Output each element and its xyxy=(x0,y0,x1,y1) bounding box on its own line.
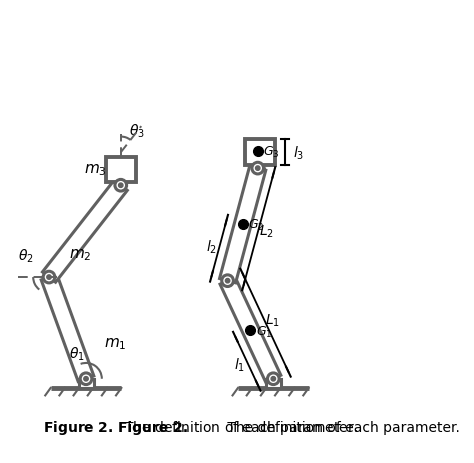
Polygon shape xyxy=(220,277,281,382)
Text: $G_2$: $G_2$ xyxy=(248,217,265,232)
Text: Figure 2.: Figure 2. xyxy=(118,420,188,434)
Polygon shape xyxy=(41,275,94,382)
Circle shape xyxy=(255,167,260,171)
Text: $m_3$: $m_3$ xyxy=(83,162,106,178)
Text: $l_3$: $l_3$ xyxy=(293,144,304,162)
Circle shape xyxy=(252,163,264,175)
Circle shape xyxy=(222,275,233,287)
Circle shape xyxy=(43,272,55,283)
Circle shape xyxy=(267,373,279,385)
Polygon shape xyxy=(115,183,126,186)
Bar xyxy=(245,140,275,166)
Circle shape xyxy=(84,377,88,381)
Circle shape xyxy=(80,373,92,385)
Text: $\theta_1$: $\theta_1$ xyxy=(69,344,85,362)
Text: $m_1$: $m_1$ xyxy=(104,336,127,351)
Bar xyxy=(79,379,93,388)
Circle shape xyxy=(115,180,127,192)
Circle shape xyxy=(271,377,275,381)
Circle shape xyxy=(225,279,230,283)
Text: $\bf{Figure\ 2.}$  The definition of each parameter.: $\bf{Figure\ 2.}$ The definition of each… xyxy=(43,418,358,436)
Text: $l_1$: $l_1$ xyxy=(235,356,246,373)
Bar xyxy=(106,157,136,183)
Text: $G_3$: $G_3$ xyxy=(263,144,280,160)
Text: $m_2$: $m_2$ xyxy=(69,247,91,263)
Text: $l_2$: $l_2$ xyxy=(206,238,218,256)
Text: $L_2$: $L_2$ xyxy=(258,223,273,239)
Polygon shape xyxy=(43,181,128,282)
Circle shape xyxy=(118,184,123,188)
Text: $L_1$: $L_1$ xyxy=(265,312,280,328)
Bar xyxy=(266,379,281,388)
Text: The definition of each parameter.: The definition of each parameter. xyxy=(223,420,460,434)
Polygon shape xyxy=(219,167,266,283)
Text: $G_1$: $G_1$ xyxy=(256,324,273,339)
Polygon shape xyxy=(253,163,264,172)
Circle shape xyxy=(47,275,51,280)
Text: $\theta_2$: $\theta_2$ xyxy=(18,247,34,264)
Text: $\theta_3$: $\theta_3$ xyxy=(128,123,145,140)
